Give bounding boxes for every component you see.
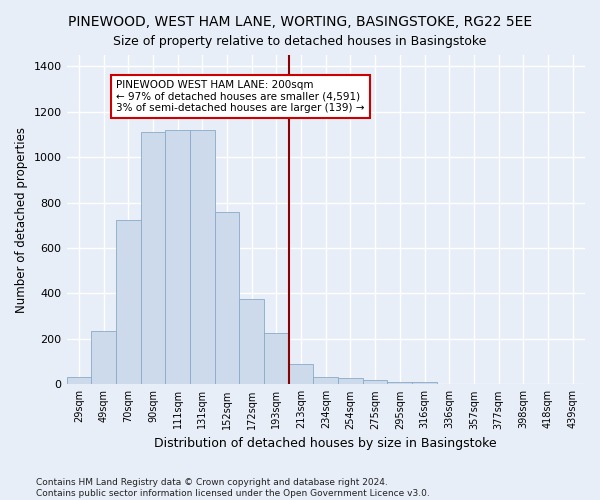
Y-axis label: Number of detached properties: Number of detached properties (15, 126, 28, 312)
Bar (412, 382, 437, 384)
Bar (116, 220, 140, 384)
Bar (264, 333, 289, 384)
Bar (388, 382, 412, 384)
Bar (313, 378, 338, 384)
X-axis label: Distribution of detached houses by size in Basingstoke: Distribution of detached houses by size … (154, 437, 497, 450)
Bar (165, 130, 190, 384)
Bar (190, 130, 215, 384)
Bar (363, 380, 388, 384)
Bar (67, 378, 91, 384)
Bar (338, 378, 363, 384)
Text: PINEWOOD, WEST HAM LANE, WORTING, BASINGSTOKE, RG22 5EE: PINEWOOD, WEST HAM LANE, WORTING, BASING… (68, 15, 532, 29)
Text: PINEWOOD WEST HAM LANE: 200sqm
← 97% of detached houses are smaller (4,591)
3% o: PINEWOOD WEST HAM LANE: 200sqm ← 97% of … (116, 80, 364, 113)
Bar (289, 364, 313, 384)
Text: Contains HM Land Registry data © Crown copyright and database right 2024.
Contai: Contains HM Land Registry data © Crown c… (36, 478, 430, 498)
Bar (140, 132, 165, 384)
Bar (91, 331, 116, 384)
Text: Size of property relative to detached houses in Basingstoke: Size of property relative to detached ho… (113, 35, 487, 48)
Bar (239, 299, 264, 384)
Bar (215, 212, 239, 384)
